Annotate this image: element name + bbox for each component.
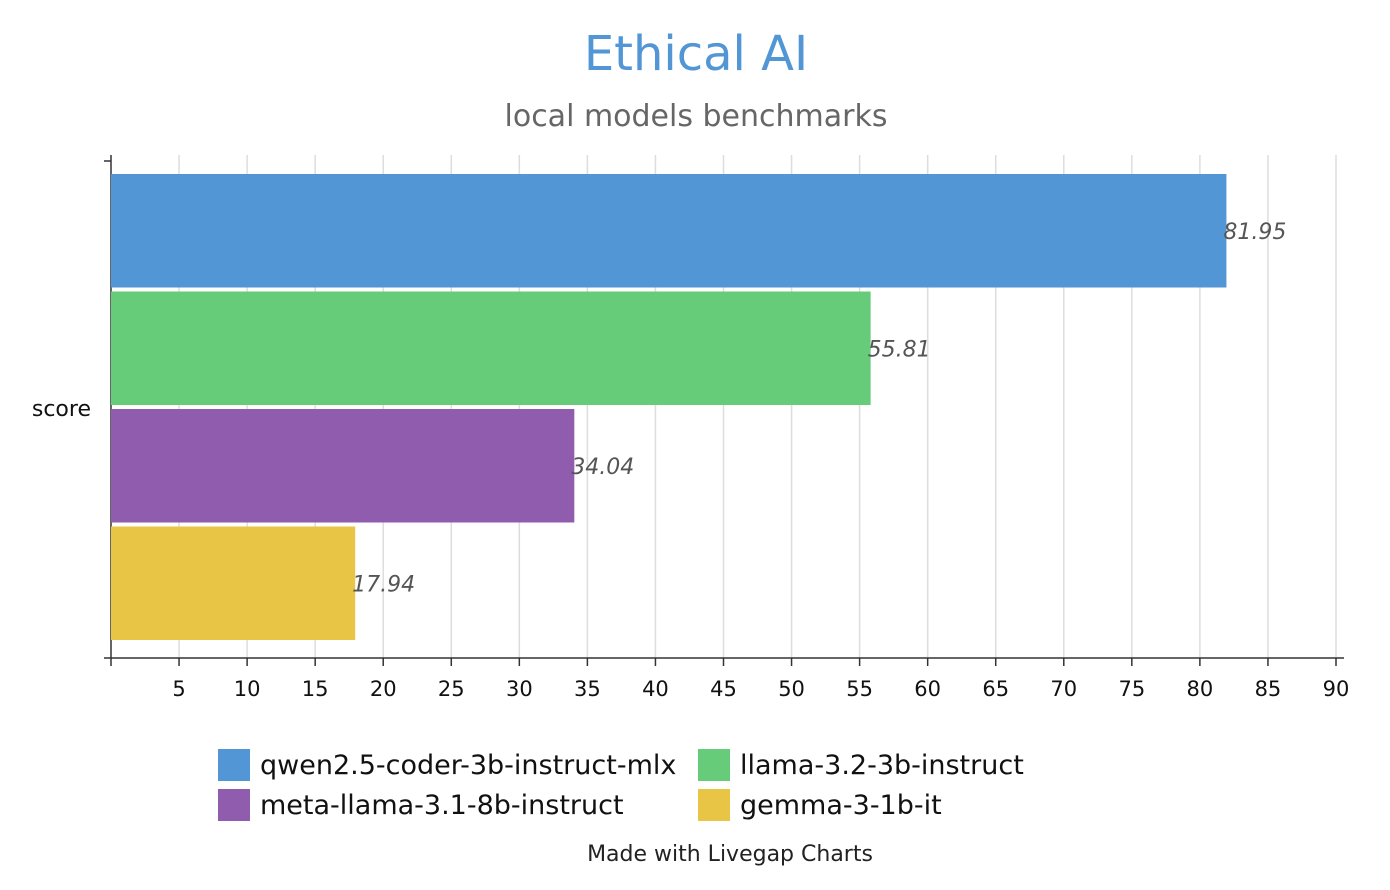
x-tick-label: 45 (710, 677, 737, 701)
category-label: score (32, 397, 91, 422)
legend-swatch (218, 789, 250, 821)
bars (111, 174, 1227, 641)
x-tick-label: 80 (1187, 677, 1214, 701)
x-tick-label: 5 (172, 677, 185, 701)
axes: 5 10 15 20 25 30 35 40 45 50 55 60 65 70 75 80 85 90 (104, 155, 1349, 701)
legend-label: llama-3.2-3b-instruct (740, 749, 1024, 781)
x-tick-label: 15 (302, 677, 329, 701)
x-tick-label: 30 (506, 677, 533, 701)
x-tick-label: 20 (370, 677, 397, 701)
x-tick-label: 55 (846, 677, 873, 701)
legend-swatch (698, 749, 730, 781)
x-tick-label: 35 (574, 677, 601, 701)
x-tick-label: 65 (982, 677, 1009, 701)
x-tick-label: 10 (234, 677, 261, 701)
x-tick-label: 50 (778, 677, 805, 701)
bar-value-label: 81.95 (1223, 220, 1286, 245)
bar-value-label: 17.94 (352, 572, 415, 597)
legend-label: qwen2.5-coder-3b-instruct-mlx (260, 749, 677, 781)
x-tick-label: 70 (1050, 677, 1077, 701)
x-tick-label: 85 (1255, 677, 1282, 701)
legend-swatch (218, 749, 250, 781)
bar[interactable] (111, 291, 871, 406)
x-tick-label: 40 (642, 677, 669, 701)
bar-value-label: 55.81 (868, 337, 931, 362)
legend-label: meta-llama-3.1-8b-instruct (260, 789, 624, 821)
legend: qwen2.5-coder-3b-instruct-mlx llama-3.2-… (218, 748, 1078, 822)
x-tick-label: 75 (1118, 677, 1145, 701)
legend-item[interactable]: gemma-3-1b-it (698, 788, 1038, 822)
legend-swatch (698, 789, 730, 821)
credit-text[interactable]: Made with Livegap Charts (587, 842, 873, 867)
legend-item[interactable]: qwen2.5-coder-3b-instruct-mlx (218, 748, 698, 782)
x-tick-label: 25 (438, 677, 465, 701)
bar[interactable] (111, 174, 1227, 288)
bar[interactable] (111, 526, 356, 641)
x-tick-label: 90 (1323, 677, 1350, 701)
x-tick-label: 60 (914, 677, 941, 701)
chart-title: Ethical AI (584, 26, 808, 82)
legend-item[interactable]: llama-3.2-3b-instruct (698, 748, 1038, 782)
data-labels: 81.95 55.81 34.04 17.94 (352, 220, 1286, 598)
bar-chart: Ethical AI local models benchmarks 5 10 15… (32, 26, 1349, 701)
legend-label: gemma-3-1b-it (740, 789, 942, 821)
bar[interactable] (111, 409, 575, 523)
chart-subtitle: local models benchmarks (505, 99, 888, 134)
legend-item[interactable]: meta-llama-3.1-8b-instruct (218, 788, 698, 822)
bar-value-label: 34.04 (571, 455, 634, 480)
